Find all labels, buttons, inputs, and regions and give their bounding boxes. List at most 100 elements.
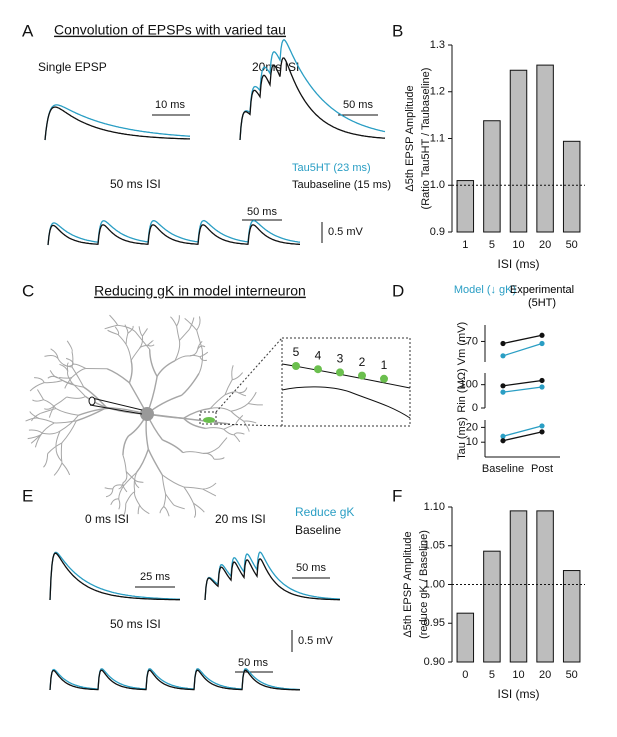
dendrite (209, 394, 226, 409)
dendrite (42, 430, 61, 435)
trace (44, 104, 190, 141)
dendrite (184, 318, 198, 331)
dendrite (161, 474, 167, 495)
dendrite (179, 328, 190, 341)
dendrite (50, 348, 59, 359)
dendrite (156, 360, 176, 377)
trace (239, 57, 386, 141)
dendrite (54, 396, 68, 407)
series-line (502, 431, 543, 442)
dendrite (118, 498, 121, 510)
bar (509, 510, 528, 663)
legend-label: Tau5HT (23 ms) (292, 162, 371, 174)
y-axis-label: Δ5th EPSP Amplitude (404, 85, 416, 191)
dendrite (147, 448, 163, 476)
point (539, 340, 545, 347)
dendrite (139, 504, 150, 515)
panel-letter: A (22, 21, 34, 40)
legend-label: Baseline (295, 523, 341, 537)
y-axis-label: Rin (MΩ) (456, 368, 468, 412)
dendrite (65, 357, 74, 365)
y-tick-label: 20 (466, 421, 478, 433)
traces (44, 39, 386, 691)
dendrite (125, 471, 135, 481)
dendrite (183, 486, 203, 490)
bar (562, 570, 581, 663)
legend-label: Reduce gK (295, 505, 354, 519)
legend-label: Experimental (5HT) (509, 284, 575, 309)
trace-label: 50 ms ISI (110, 177, 161, 191)
dendrite (66, 362, 69, 372)
dendrite (149, 349, 158, 377)
electrode (89, 397, 143, 415)
dendrite (231, 365, 234, 380)
dendrite (55, 408, 79, 416)
synapse (380, 374, 388, 383)
x-tick-label: 1 (462, 239, 468, 251)
series-line (502, 342, 543, 357)
dendrite (247, 391, 257, 404)
y-axis-label: (Ratio Tau5HT / Taubaseline) (420, 68, 432, 210)
dendrite (66, 395, 86, 399)
dendrite (114, 326, 120, 335)
dendrite (128, 360, 133, 384)
dendrite (71, 367, 86, 378)
dendrite (174, 355, 190, 362)
dendrite (238, 387, 248, 394)
synapse-cluster (203, 417, 215, 423)
dendrite (163, 506, 170, 517)
x-tick-label: 5 (489, 239, 495, 251)
dendrite (53, 462, 63, 476)
dendrite (55, 447, 62, 462)
dendrite (161, 474, 185, 488)
x-tick-label: 0 (462, 669, 468, 681)
dendrite (43, 399, 57, 409)
synapse (314, 365, 322, 374)
dendrite (165, 493, 175, 506)
dendrite (218, 437, 228, 448)
dendrite (223, 423, 237, 430)
dendrite (124, 324, 129, 334)
dendrite (47, 442, 62, 454)
scale-label: 0.5 mV (328, 226, 364, 238)
bar (483, 550, 501, 663)
dendrite (61, 462, 71, 476)
dendrite (36, 389, 44, 400)
scale-label: 50 ms (296, 562, 326, 574)
dendrite (38, 418, 55, 424)
series-line (502, 334, 543, 345)
dendrite (137, 504, 141, 515)
dendrite (202, 488, 217, 497)
y-tick-label: 100 (460, 379, 478, 391)
synapse (292, 362, 300, 370)
y-tick-label: 1.05 (424, 540, 445, 552)
dendrite (192, 503, 197, 518)
dendrite (78, 407, 110, 416)
y-tick-label: 0 (472, 402, 478, 414)
dendrite (202, 452, 215, 460)
bar (456, 180, 475, 233)
dendrite (182, 451, 203, 454)
dendrite (205, 427, 224, 430)
dendrite (232, 372, 244, 381)
zoom-box (199, 411, 217, 425)
dendrite (138, 326, 143, 337)
x-tick-label: 5 (489, 669, 495, 681)
y-axis-label: Δ5th EPSP Amplitude (402, 531, 414, 637)
dendrite (32, 399, 44, 402)
dendrite (196, 330, 203, 350)
y-tick-label: 0.9 (430, 226, 445, 238)
x-tick-label: Baseline (482, 463, 524, 475)
dendrite (109, 314, 119, 326)
panel-letter: C (22, 281, 34, 300)
dendrite (159, 506, 165, 514)
legend: Model (↓ gK) (454, 284, 516, 296)
dendrite (202, 482, 217, 490)
trace-label: 0 ms ISI (85, 512, 129, 526)
y-axis-label: Tau (ms) (456, 417, 468, 460)
dendrite (40, 408, 57, 414)
x-tick-label: 10 (512, 669, 524, 681)
dendrite (224, 379, 233, 395)
dendrite (134, 479, 140, 489)
